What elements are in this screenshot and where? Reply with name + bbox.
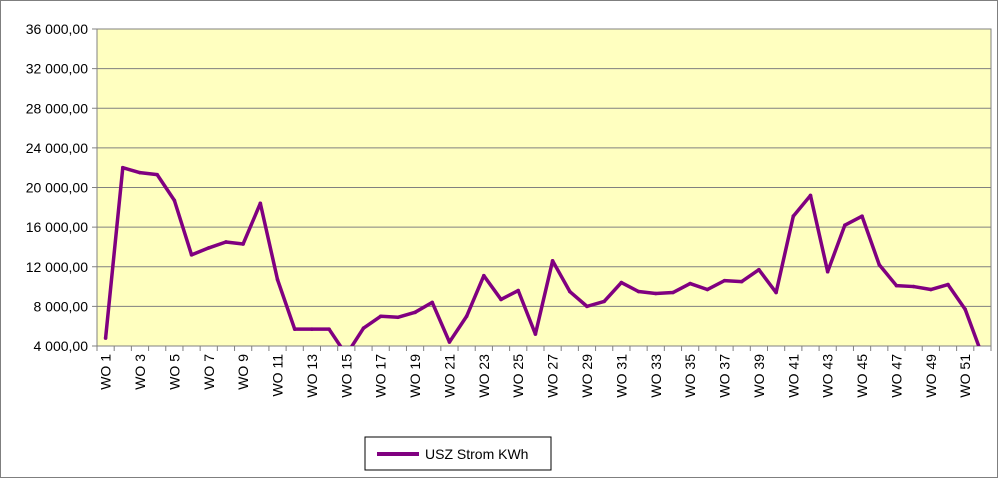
data-point [327,327,331,331]
x-tick-label: WO 47 [888,354,904,398]
x-tick-label: WO 19 [407,354,423,398]
axes [92,28,992,351]
x-tick-label: WO 37 [717,354,733,398]
data-point [396,315,400,320]
data-point [447,340,452,344]
data-point [258,201,263,206]
x-tick-label: WO 7 [201,354,217,390]
data-point [206,246,211,250]
data-point [808,193,813,198]
data-point [533,332,538,336]
x-tick-label: WO 3 [132,354,148,390]
x-tick-label: WO 25 [510,354,526,398]
data-point [413,310,417,315]
y-tick-label: 12 000,00 [26,259,88,275]
data-point [482,273,486,278]
x-tick-label: WO 45 [854,354,870,398]
data-point [636,289,641,294]
data-point [361,326,366,330]
y-tick-label: 4 000,00 [34,338,89,354]
data-point [155,172,159,177]
data-point [499,297,503,302]
data-point [653,291,658,296]
data-point [688,281,692,286]
x-tick-label: WO 9 [235,354,251,390]
x-tick-label: WO 49 [923,354,939,398]
gridlines [97,28,991,307]
x-tick-label: WO 35 [682,354,698,398]
y-axis-labels: 4 000,00 8 000,00 12 000,00 16 000,00 20 000… [26,21,89,354]
x-tick-label: WO 13 [304,354,320,398]
data-point [739,279,744,284]
y-tick-label: 32 000,00 [26,61,88,77]
data-point [241,242,245,246]
data-point [671,290,675,295]
series-line [103,165,981,346]
data-point [138,170,142,175]
data-point [774,290,778,295]
data-point [911,284,916,289]
data-point [120,165,125,170]
y-tick-label: 28 000,00 [26,100,88,116]
data-point [516,288,521,293]
x-tick-label: WO 1 [98,354,114,390]
data-point [894,283,899,288]
data-point [929,287,933,292]
data-point [757,267,761,272]
data-point [275,277,280,282]
data-point [292,327,297,331]
x-tick-label: WO 31 [613,354,629,398]
x-tick-label: WO 27 [545,354,561,398]
x-tick-label: WO 51 [957,354,973,398]
data-point [860,214,864,219]
x-tick-label: WO 41 [785,354,801,398]
data-point [825,269,830,274]
x-tick-label: WO 11 [270,354,286,397]
x-tick-label: WO 29 [579,354,595,398]
y-tick-label: 16 000,00 [26,219,88,235]
data-point [963,307,968,312]
data-point [550,259,555,263]
y-tick-label: 20 000,00 [26,180,88,196]
x-tick-label: WO 23 [476,354,492,398]
data-point [619,280,624,285]
data-point [224,240,228,244]
x-tick-label: WO 21 [441,354,457,398]
data-point [946,282,950,287]
data-point [877,262,882,267]
data-point [189,253,194,257]
data-point [791,214,796,219]
x-tick-label: WO 43 [820,354,836,398]
data-point [310,327,314,331]
y-tick-label: 8 000,00 [34,298,89,314]
data-point [705,287,710,292]
data-point [722,278,727,283]
data-point [843,223,847,227]
x-axis-labels: WO 1 WO 3 WO 5 WO 7 WO 9 WO 11 WO 13 WO 15 WO 17… [98,354,974,398]
y-tick-label: 36 000,00 [26,21,88,37]
data-point [430,300,435,305]
legend-label: USZ Strom KWh [425,446,528,462]
data-point [567,289,572,294]
x-tick-label: WO 15 [338,354,354,398]
series-layer [103,165,985,358]
x-tick-label: WO 17 [373,354,389,398]
data-point [981,354,985,358]
x-tick-label: WO 5 [166,354,182,390]
data-point [378,314,383,319]
x-tick-label: WO 39 [751,354,767,398]
data-point [585,304,589,309]
legend: USZ Strom KWh [364,436,552,471]
y-tick-label: 24 000,00 [26,140,88,156]
data-point [103,336,108,340]
data-point [172,198,177,203]
data-point [602,299,606,304]
data-point [464,314,469,319]
x-tick-label: WO 33 [648,354,664,398]
